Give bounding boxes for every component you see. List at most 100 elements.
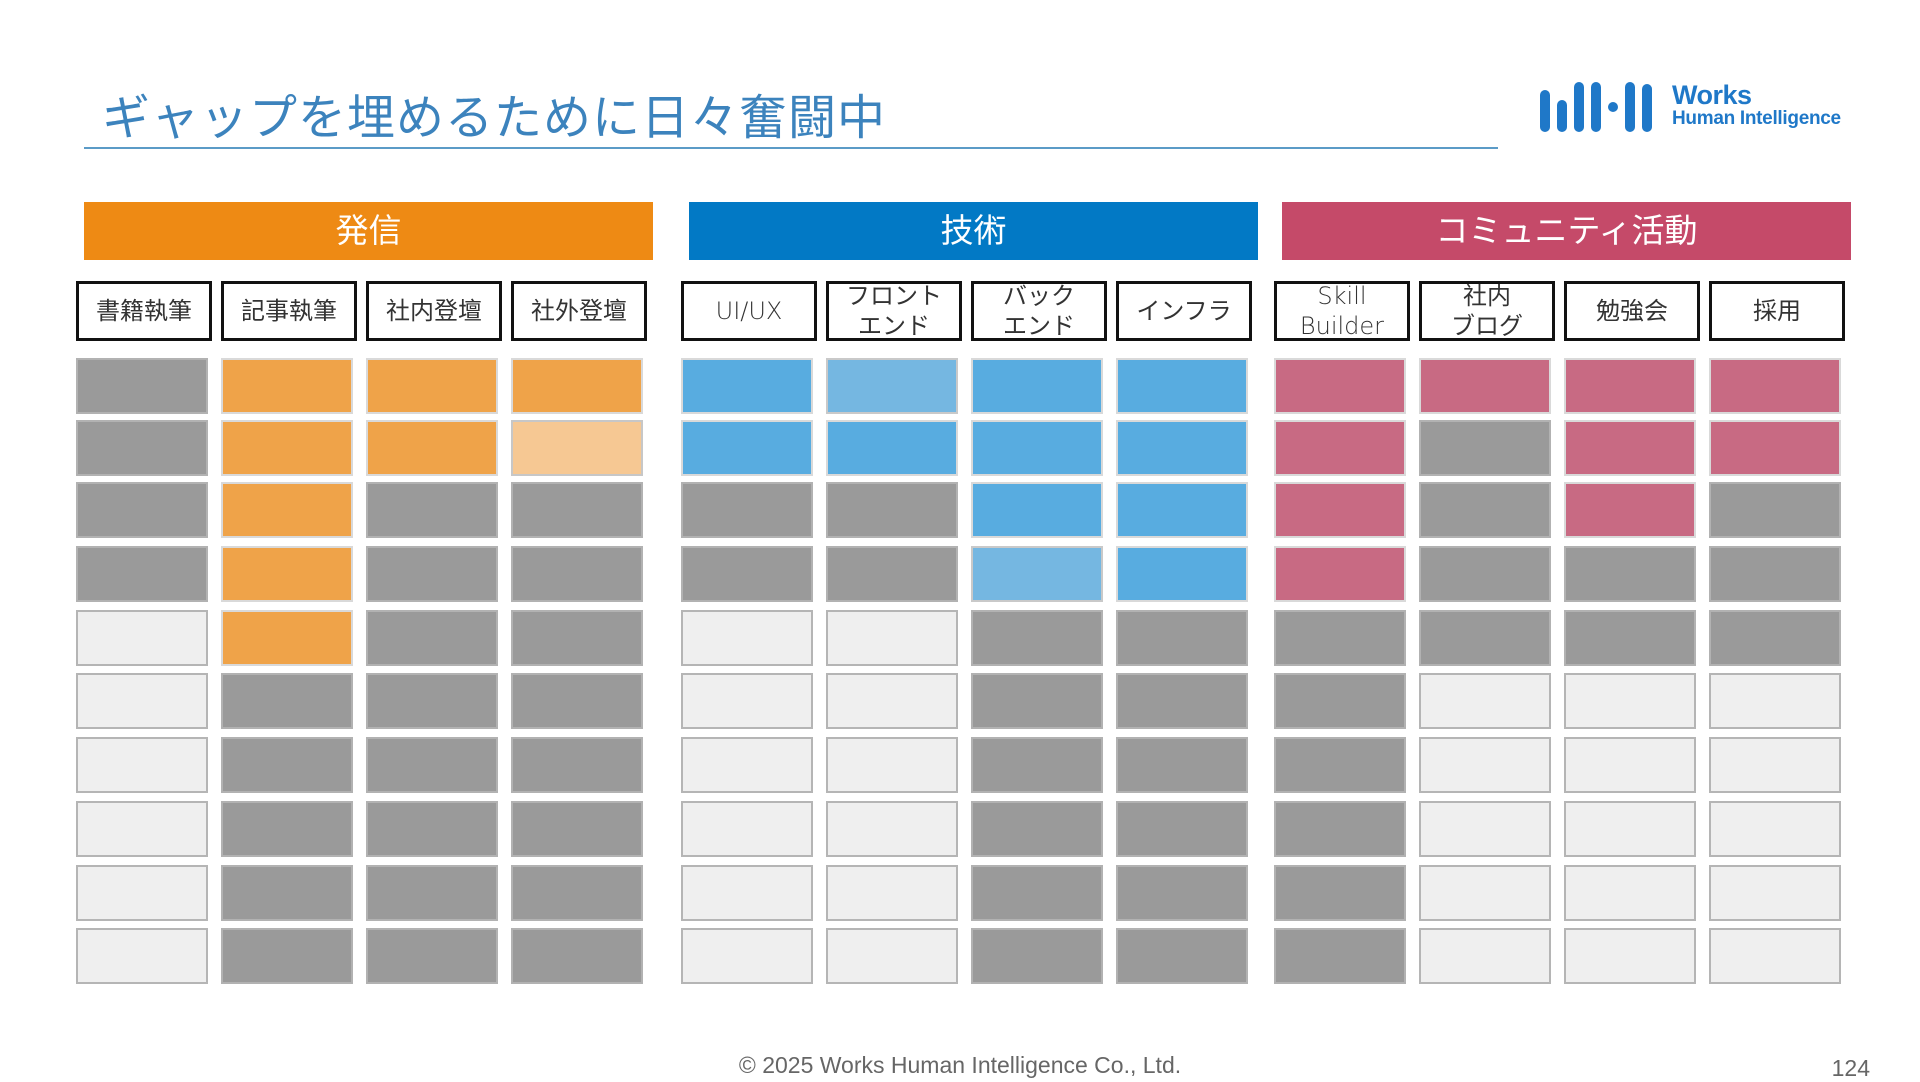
matrix-cell-pink	[1564, 420, 1696, 476]
slide-title: ギャップを埋めるために日々奮闘中	[102, 90, 887, 146]
matrix-cell-gray	[511, 928, 643, 984]
column-header: 社内 ブログ	[1419, 281, 1555, 341]
matrix-cell-gray	[511, 610, 643, 666]
matrix-cell-gray	[971, 610, 1103, 666]
matrix-cell-empty	[1564, 928, 1696, 984]
matrix-cell-gray	[1116, 801, 1248, 857]
matrix-cell-gray	[1709, 546, 1841, 602]
column-header-label: 採用	[1753, 297, 1801, 325]
matrix-cell-gray	[1274, 673, 1406, 729]
matrix-cell-gray	[366, 737, 498, 793]
matrix-cell-gray	[366, 482, 498, 538]
matrix-cell-pink	[1564, 482, 1696, 538]
matrix-cell-empty	[1564, 737, 1696, 793]
column-header: 勉強会	[1564, 281, 1700, 341]
matrix-cell-gray	[1419, 482, 1551, 538]
matrix-cell-empty	[826, 737, 958, 793]
matrix-cell-gray	[76, 420, 208, 476]
column-header: 社内登壇	[366, 281, 502, 341]
matrix-cell-empty	[681, 610, 813, 666]
column-header-label: 記事執筆	[241, 297, 337, 325]
company-logo: Works Human Intelligence	[1540, 80, 1860, 132]
matrix-cell-empty	[826, 610, 958, 666]
column-header-label: 勉強会	[1596, 297, 1668, 325]
matrix-cell-empty	[76, 865, 208, 921]
matrix-cell-gray	[971, 865, 1103, 921]
column-header: 記事執筆	[221, 281, 357, 341]
matrix-cell-gray	[76, 358, 208, 414]
matrix-cell-empty	[826, 801, 958, 857]
column-header: インフラ	[1116, 281, 1252, 341]
matrix-cell-gray	[1709, 482, 1841, 538]
matrix-cell-gray	[366, 865, 498, 921]
column-header-label: 書籍執筆	[96, 297, 192, 325]
matrix-cell-blue-light	[826, 358, 958, 414]
matrix-cell-pink	[1564, 358, 1696, 414]
matrix-cell-gray	[1419, 546, 1551, 602]
matrix-cell-empty	[76, 737, 208, 793]
matrix-cell-blue	[681, 358, 813, 414]
matrix-cell-empty	[1564, 673, 1696, 729]
matrix-cell-pink	[1709, 420, 1841, 476]
title-underline	[84, 147, 1498, 149]
matrix-cell-empty	[681, 673, 813, 729]
matrix-cell-orange	[221, 358, 353, 414]
matrix-cell-gray	[1274, 737, 1406, 793]
matrix-cell-gray	[826, 482, 958, 538]
matrix-cell-empty	[826, 673, 958, 729]
matrix-cell-orange	[221, 546, 353, 602]
matrix-cell-gray	[221, 801, 353, 857]
matrix-cell-empty	[1709, 673, 1841, 729]
matrix-cell-orange	[221, 482, 353, 538]
matrix-cell-empty	[1419, 673, 1551, 729]
matrix-cell-gray	[366, 546, 498, 602]
matrix-cell-gray	[1116, 737, 1248, 793]
matrix-cell-gray	[826, 546, 958, 602]
matrix-cell-empty	[76, 928, 208, 984]
matrix-cell-gray	[221, 928, 353, 984]
column-header-label: バック エンド	[1003, 282, 1075, 340]
matrix-cell-gray	[1709, 610, 1841, 666]
matrix-cell-gray	[681, 546, 813, 602]
matrix-cell-gray	[76, 482, 208, 538]
column-header-label: Skill Builder	[1299, 282, 1385, 340]
matrix-cell-blue	[1116, 546, 1248, 602]
matrix-cell-empty	[681, 801, 813, 857]
matrix-cell-orange	[511, 358, 643, 414]
matrix-cell-empty	[1709, 801, 1841, 857]
column-header-label: 社内登壇	[386, 297, 482, 325]
matrix-cell-pink	[1274, 420, 1406, 476]
matrix-cell-empty	[681, 865, 813, 921]
column-header: 書籍執筆	[76, 281, 212, 341]
matrix-cell-gray	[511, 546, 643, 602]
column-header: バック エンド	[971, 281, 1107, 341]
matrix-cell-blue	[971, 482, 1103, 538]
matrix-cell-gray	[971, 928, 1103, 984]
matrix-cell-empty	[1419, 801, 1551, 857]
column-header: 採用	[1709, 281, 1845, 341]
matrix-cell-gray	[971, 673, 1103, 729]
column-header-label: フロント エンド	[846, 282, 942, 340]
matrix-cell-gray	[1116, 865, 1248, 921]
footer-copyright: © 2025 Works Human Intelligence Co., Ltd…	[738, 1052, 1182, 1078]
column-header: Skill Builder	[1274, 281, 1410, 341]
matrix-cell-empty	[1709, 928, 1841, 984]
matrix-cell-orange	[366, 420, 498, 476]
matrix-cell-empty	[1419, 928, 1551, 984]
matrix-cell-blue	[826, 420, 958, 476]
logo-wordmark: Works	[1672, 80, 1752, 110]
matrix-cell-gray	[681, 482, 813, 538]
matrix-cell-empty	[1419, 737, 1551, 793]
matrix-cell-pink	[1419, 358, 1551, 414]
column-header-label: 社外登壇	[531, 297, 627, 325]
matrix-cell-gray	[1274, 610, 1406, 666]
matrix-cell-blue	[1116, 358, 1248, 414]
group-header-gijutsu: 技術	[689, 202, 1258, 260]
matrix-cell-gray	[1116, 928, 1248, 984]
matrix-cell-blue	[1116, 420, 1248, 476]
column-header-label: UI/UX	[715, 297, 783, 325]
matrix-cell-gray	[511, 482, 643, 538]
matrix-cell-gray	[221, 865, 353, 921]
matrix-cell-empty	[1564, 865, 1696, 921]
matrix-cell-gray	[1274, 865, 1406, 921]
